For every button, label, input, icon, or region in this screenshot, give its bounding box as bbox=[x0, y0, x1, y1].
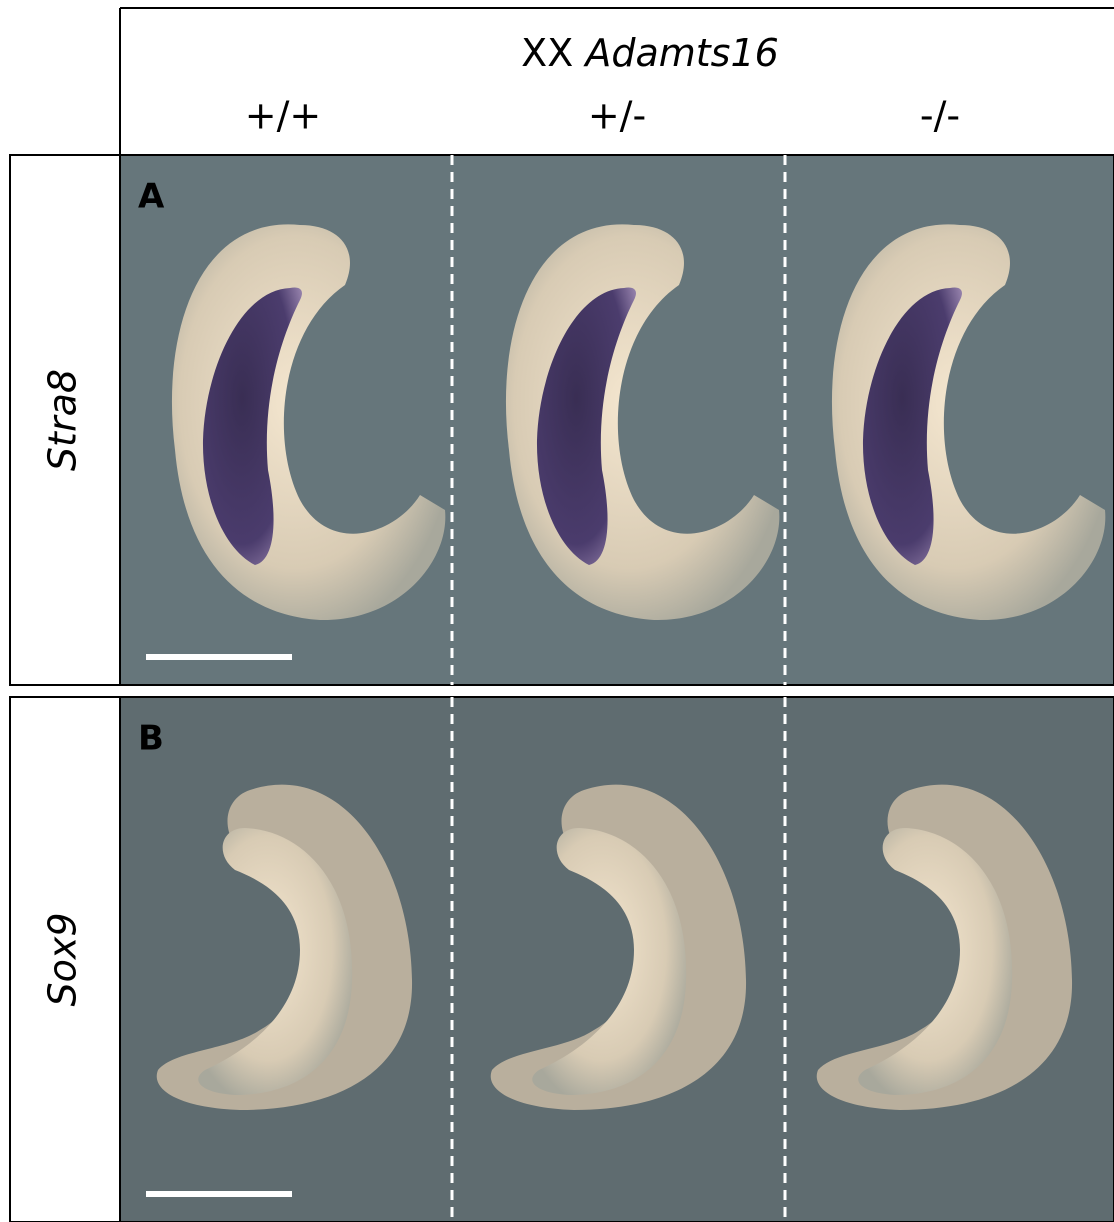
header-title: XX Adamts16 bbox=[521, 31, 779, 75]
genotype-column: -/- bbox=[920, 94, 960, 138]
panel-letter: B bbox=[138, 719, 164, 759]
gene-name: Adamts16 bbox=[582, 31, 778, 75]
genotype-column: +/+ bbox=[245, 94, 321, 138]
row-label: Sox9 bbox=[41, 912, 85, 1006]
figure: XX Adamts16 +/+ +/- -/- Stra8 A Sox9 B bbox=[0, 0, 1114, 1222]
panel-area: +/+ +/- -/- Stra8 A Sox9 B bbox=[10, 94, 1114, 1222]
panel-letter: A bbox=[138, 177, 165, 217]
genotype-column: +/- bbox=[588, 94, 646, 138]
row-label: Stra8 bbox=[41, 369, 85, 471]
genotype-prefix: XX bbox=[521, 31, 573, 75]
